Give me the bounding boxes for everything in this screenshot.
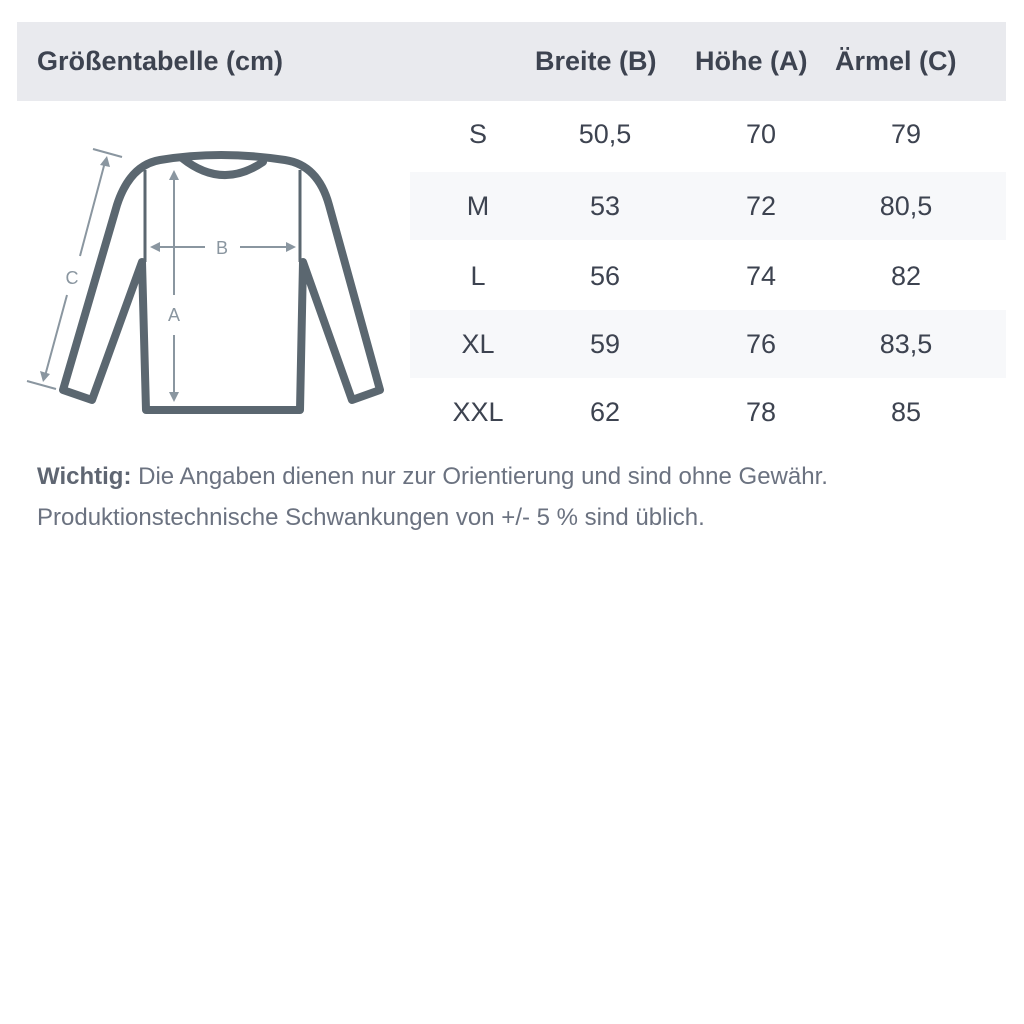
height-cell: 78 [745, 397, 777, 427]
width-cell: 50,5 [578, 119, 632, 149]
note-line-2: Produktionstechnische Schwankungen von +… [37, 504, 705, 531]
sleeve-cell: 85 [890, 397, 922, 427]
sleeve-cell: 79 [890, 119, 922, 149]
width-cell: 53 [589, 191, 621, 221]
measure-c-line [79, 161, 106, 257]
note-strong: Wichtig: [37, 463, 132, 490]
label-b: B [216, 238, 228, 258]
width-cell: 62 [589, 397, 621, 427]
label-a: A [168, 305, 180, 325]
column-header-width: Breite (B) [535, 46, 657, 76]
table-row: L 56 74 82 [410, 242, 1006, 310]
size-cell: XL [461, 329, 495, 359]
sleeve-cell: 82 [890, 261, 922, 291]
size-cell: XXL [452, 397, 504, 427]
height-cell: 74 [745, 261, 777, 291]
note-text-1: Die Angaben dienen nur zur Orientierung … [138, 463, 828, 490]
width-cell: 56 [589, 261, 621, 291]
size-cell: S [468, 119, 487, 149]
table-row: S 50,5 70 79 [410, 100, 1006, 168]
size-cell: M [466, 191, 490, 221]
collar [178, 154, 267, 179]
sweatshirt-measurement-icon: A B C [26, 148, 384, 414]
sleeve-cell: 80,5 [879, 191, 933, 221]
height-cell: 70 [745, 119, 777, 149]
note-line-1: Wichtig: Die Angaben dienen nur zur Orie… [37, 463, 828, 491]
table-row: XXL 62 78 85 [410, 378, 1006, 446]
sleeve-cell: 83,5 [879, 329, 933, 359]
size-cell: L [470, 261, 486, 291]
table-row: XL 59 76 83,5 [410, 310, 1006, 378]
sweatshirt-outline [59, 151, 384, 414]
column-header-height: Höhe (A) [695, 46, 808, 76]
table-header: Größentabelle (cm) Breite (B) Höhe (A) Ä… [17, 22, 1006, 101]
width-cell: 59 [589, 329, 621, 359]
height-cell: 72 [745, 191, 777, 221]
column-header-sleeve: Ärmel (C) [835, 46, 957, 76]
table-title: Größentabelle (cm) [37, 46, 284, 76]
table-row: M 53 72 80,5 [410, 172, 1006, 240]
height-cell: 76 [745, 329, 777, 359]
label-c: C [66, 268, 79, 288]
